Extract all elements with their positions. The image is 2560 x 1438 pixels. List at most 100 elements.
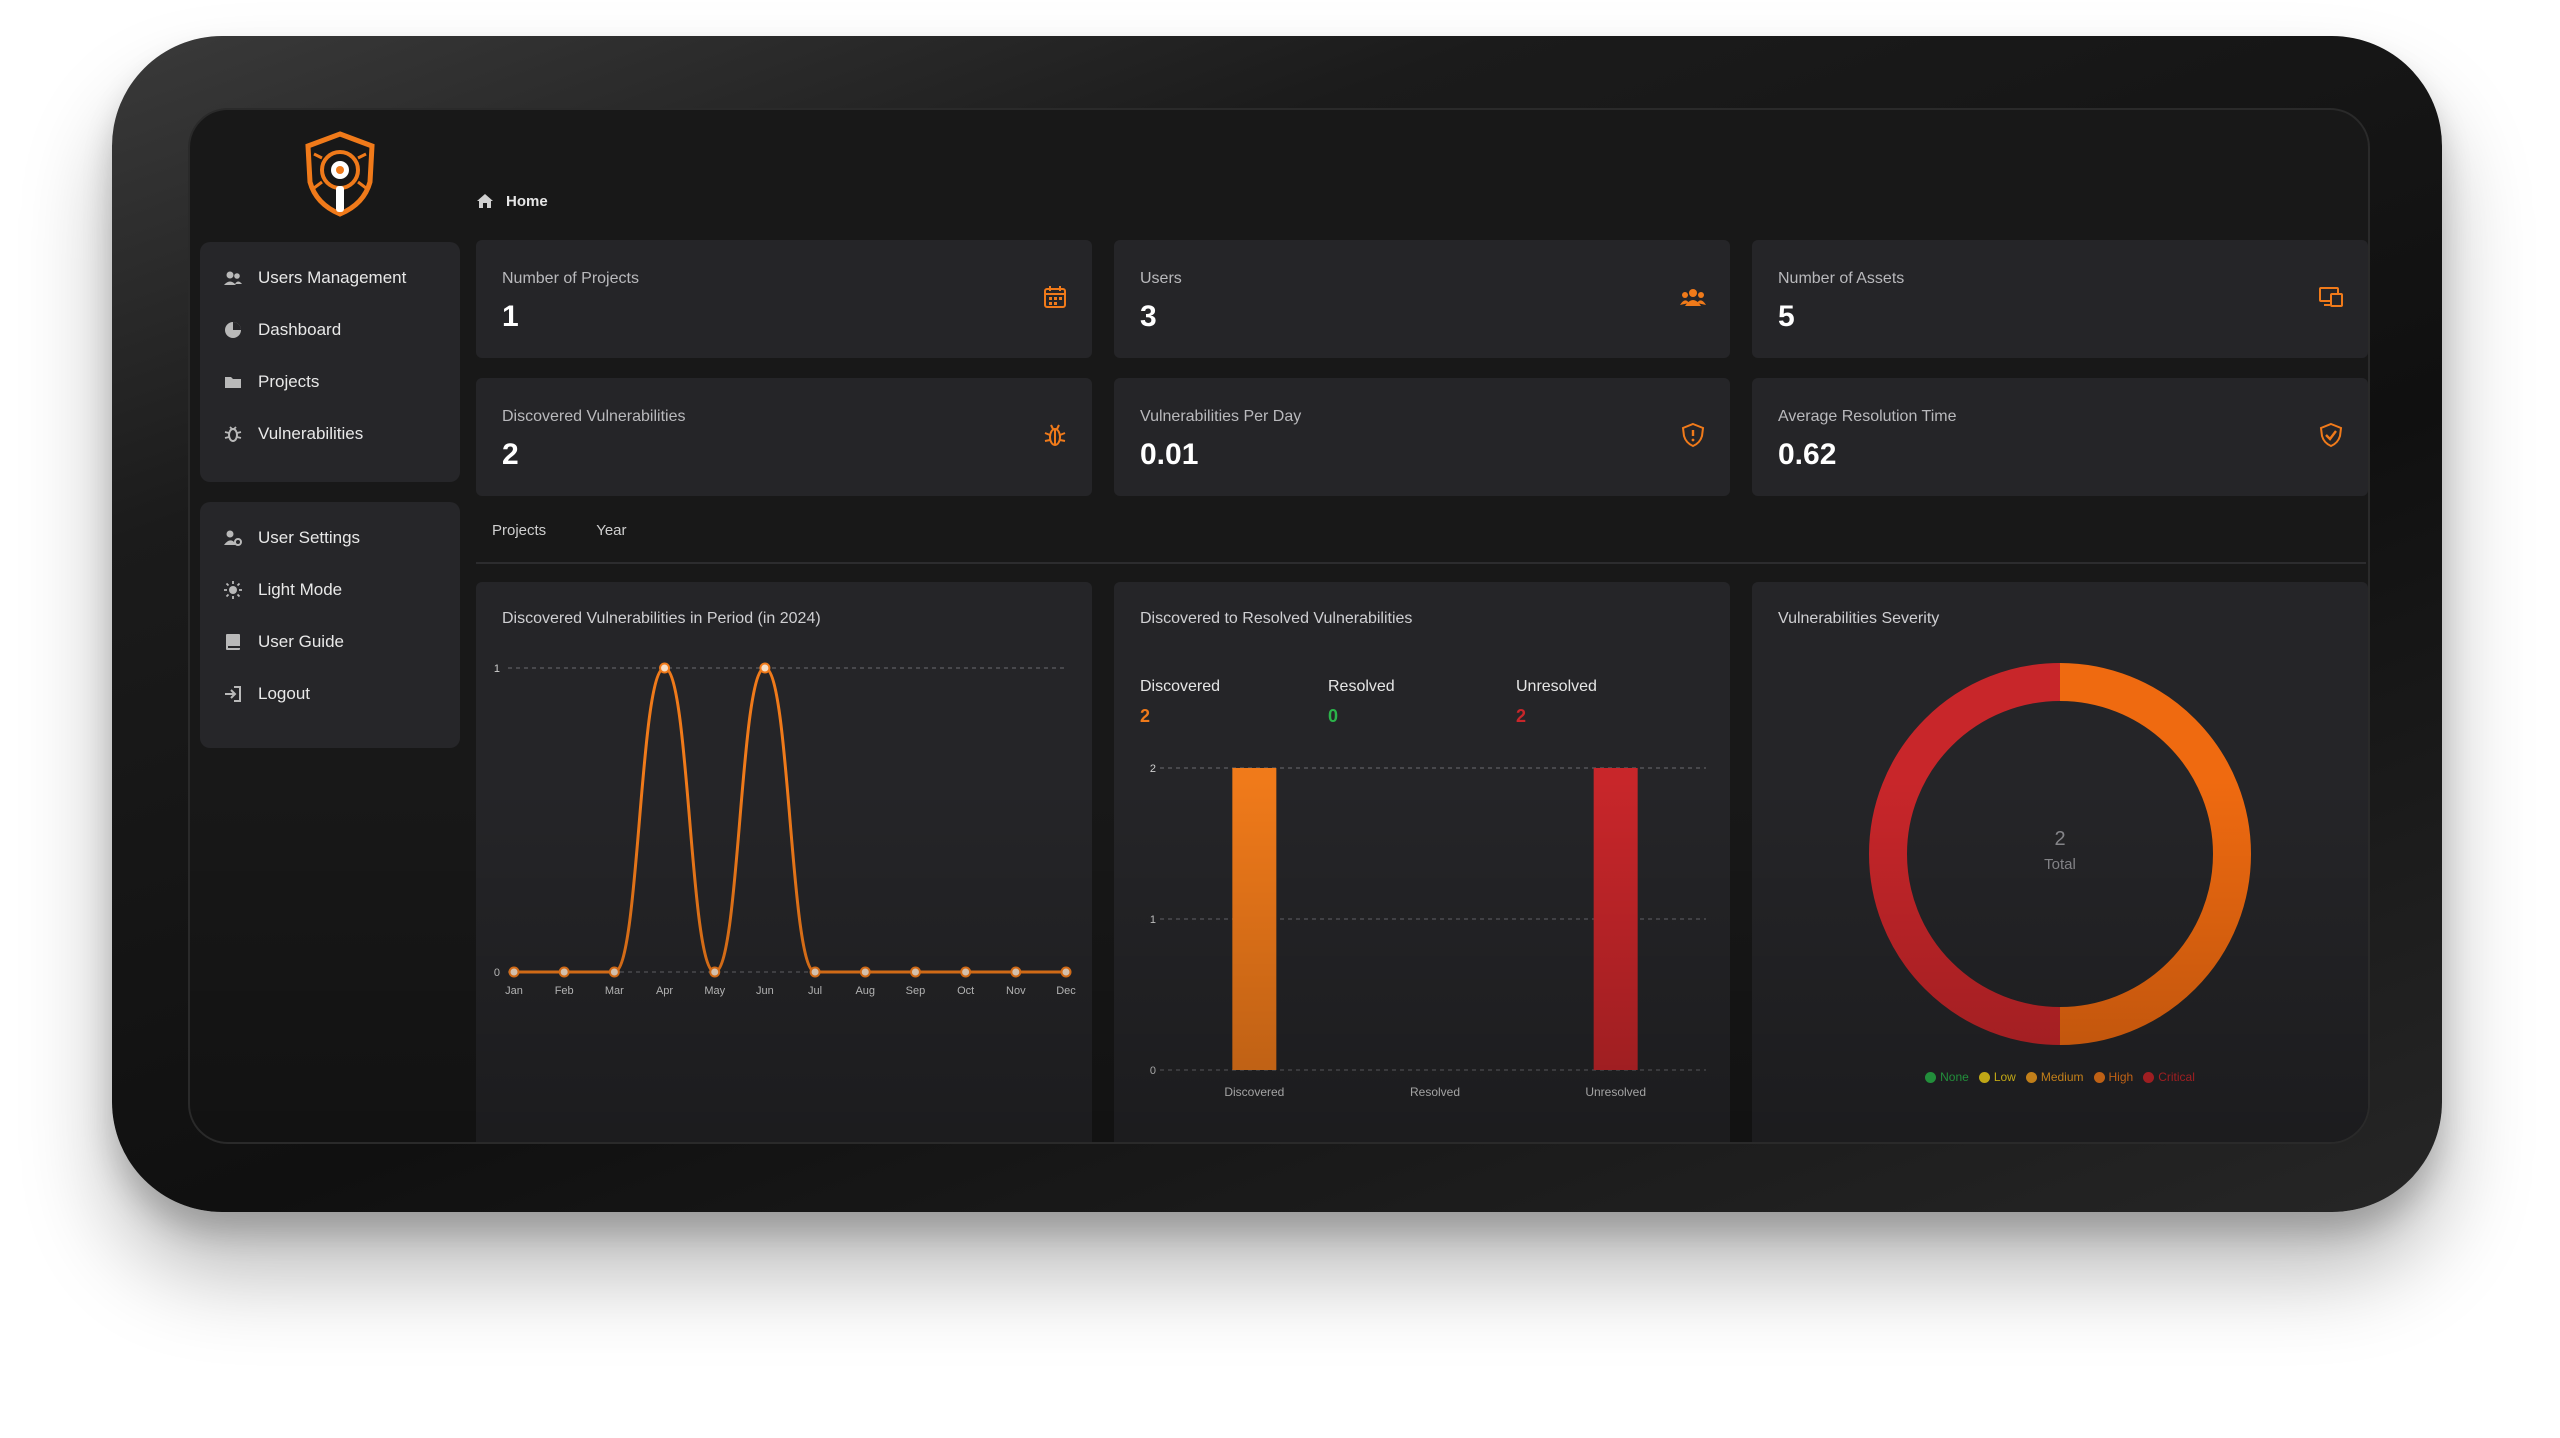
donut-total-label: Total: [2044, 856, 2076, 873]
data-point: [809, 966, 821, 978]
bar-chart-card: Discovered to Resolved Vulnerabilities D…: [1114, 582, 1730, 1142]
x-tick-label: May: [704, 985, 725, 997]
sidebar-item-logout[interactable]: Logout: [200, 668, 460, 720]
legend-label: Low: [1993, 1070, 2016, 1084]
tabs-divider: [476, 562, 2366, 564]
stat-label: Number of Assets: [1778, 270, 1905, 287]
donut-chart-card: Vulnerabilities Severity 2 Total None Lo…: [1752, 582, 2368, 1142]
pie-slice: [2059, 663, 2251, 1045]
chart-title: Vulnerabilities Severity: [1778, 610, 1940, 627]
x-tick-label: Feb: [555, 985, 574, 997]
breadcrumb-home[interactable]: Home: [506, 192, 548, 210]
sidebar-item-label: Vulnerabilities: [258, 424, 364, 443]
legend-label: None: [1940, 1070, 1969, 1084]
x-tick-label: Dec: [1056, 985, 1076, 997]
x-tick-label: Sep: [906, 985, 926, 997]
pie-slice: [1869, 663, 2061, 1045]
x-tick-label: Discovered: [1224, 1085, 1284, 1099]
chart-tabs: Projects Year: [476, 522, 661, 539]
users-icon: [222, 267, 244, 289]
data-point: [1010, 966, 1022, 978]
donut-total-value: 2: [2054, 828, 2066, 850]
data-point: [759, 662, 771, 674]
chart-title: Discovered Vulnerabilities in Period (in…: [502, 610, 821, 627]
bar: [1232, 768, 1277, 1070]
sidebar-item-label: Dashboard: [258, 320, 342, 339]
data-point: [960, 966, 972, 978]
tab-projects[interactable]: Projects: [492, 522, 547, 539]
legend-item-low[interactable]: Low: [1978, 1070, 2016, 1084]
line-chart: 0 1 Jan Feb Mar Apr May Jun Jul Aug Sep Oct Nov Dec: [494, 662, 1076, 997]
data-point: [709, 966, 721, 978]
x-tick-label: Unresolved: [1585, 1085, 1646, 1099]
home-icon[interactable]: [476, 192, 494, 210]
series-line: [514, 666, 1066, 974]
stat-value: 1: [502, 300, 519, 333]
sidebar-item-label: Light Mode: [258, 580, 343, 599]
sidebar-item-vulnerabilities[interactable]: Vulnerabilities: [200, 408, 460, 460]
breadcrumb: Home: [476, 192, 548, 210]
sidebar-item-user-guide[interactable]: User Guide: [200, 616, 460, 668]
data-point: [909, 966, 921, 978]
summary-value: 2: [1140, 706, 1151, 726]
shield-icon: [1681, 422, 1705, 448]
book-icon: [222, 631, 244, 653]
y-tick-label: 2: [1150, 763, 1156, 775]
legend-label: Medium: [2040, 1070, 2084, 1084]
sidebar-item-label: Logout: [258, 684, 310, 703]
bar: [1593, 768, 1638, 1070]
sidebar-main-nav: Users Management Dashboard Projects Vuln…: [200, 242, 460, 482]
legend-item-none[interactable]: None: [1925, 1070, 1969, 1084]
sidebar-item-label: Projects: [258, 372, 320, 391]
bar-chart: 0 1 2 Discovered Resolved Unresolved: [1150, 763, 1706, 1099]
sidebar-settings-nav: User Settings Light Mode User Guide Logo…: [200, 502, 460, 748]
stat-label: Vulnerabilities Per Day: [1140, 408, 1302, 425]
folder-icon: [222, 371, 244, 393]
sun-icon: [222, 579, 244, 601]
legend-swatch: [2143, 1071, 2155, 1083]
stat-label: Discovered Vulnerabilities: [502, 408, 686, 425]
summary-discovered: Discovered 2: [1140, 678, 1328, 727]
summary-label: Resolved: [1328, 678, 1395, 695]
calendar-icon: [1044, 286, 1066, 308]
summary-value: 2: [1516, 706, 1527, 726]
legend-item-high[interactable]: High: [2093, 1070, 2134, 1084]
stat-value: 0.01: [1140, 438, 1199, 471]
legend-item-medium[interactable]: Medium: [2025, 1070, 2084, 1084]
sidebar-item-label: User Settings: [258, 528, 361, 547]
app-logo: [305, 131, 375, 217]
y-tick-label: 0: [1150, 1065, 1156, 1077]
legend-swatch: [1978, 1071, 1990, 1083]
x-tick-label: Jun: [756, 985, 774, 997]
sidebar-item-projects[interactable]: Projects: [200, 356, 460, 408]
data-point: [859, 966, 871, 978]
x-tick-label: Nov: [1006, 985, 1026, 997]
donut-chart: [1869, 663, 2251, 1045]
shield-check-icon: [2319, 422, 2343, 448]
legend-swatch: [2093, 1071, 2105, 1083]
chart-title: Discovered to Resolved Vulnerabilities: [1140, 610, 1413, 627]
sidebar-item-dashboard[interactable]: Dashboard: [200, 304, 460, 356]
legend-item-critical[interactable]: Critical: [2143, 1070, 2195, 1084]
stat-card-projects: Number of Projects 1: [476, 240, 1092, 358]
users-group-icon: [1680, 289, 1706, 306]
x-tick-label: Oct: [957, 985, 974, 997]
sidebar-item-user-settings[interactable]: User Settings: [200, 512, 460, 564]
assets-icon: [2319, 287, 2343, 307]
x-tick-label: Jan: [505, 985, 523, 997]
y-tick-label: 1: [1150, 914, 1156, 926]
sidebar-item-label: User Guide: [258, 632, 344, 651]
stat-card-users: Users 3: [1114, 240, 1730, 358]
x-tick-label: Apr: [656, 985, 673, 997]
sidebar-item-users-management[interactable]: Users Management: [200, 252, 460, 304]
sidebar-item-light-mode[interactable]: Light Mode: [200, 564, 460, 616]
logout-icon: [222, 683, 244, 705]
x-tick-label: Aug: [855, 985, 875, 997]
line-chart-card: Discovered Vulnerabilities in Period (in…: [476, 582, 1092, 1142]
tab-year[interactable]: Year: [596, 522, 627, 539]
x-tick-label: Jul: [808, 985, 822, 997]
stat-label: Average Resolution Time: [1778, 408, 1957, 425]
data-point: [608, 966, 620, 978]
legend-label: High: [2108, 1070, 2134, 1084]
stat-card-discovered-vulnerabilities: Discovered Vulnerabilities 2: [476, 378, 1092, 496]
